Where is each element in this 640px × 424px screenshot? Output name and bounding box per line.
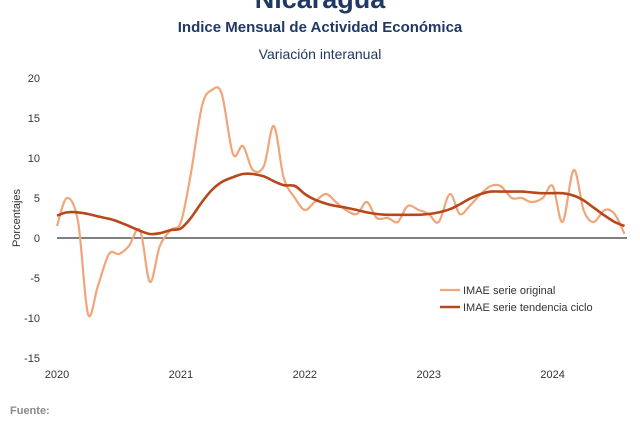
x-axis-ticks: 2020 2021 2022 2023 2024 — [45, 369, 565, 381]
y-tick-label: -10 — [24, 313, 40, 325]
y-axis-ticks: -15 -10 -5 0 5 10 15 20 — [24, 73, 40, 365]
chart-subtitle-variation: Variación interanual — [258, 46, 382, 62]
y-tick-label: 0 — [34, 233, 40, 245]
legend: IMAE serie original IMAE serie tendencia … — [440, 285, 593, 314]
y-tick-label: 10 — [28, 153, 40, 165]
series-lines — [55, 86, 626, 318]
y-tick-label: 20 — [28, 73, 40, 85]
y-tick-label: -15 — [24, 353, 40, 365]
series-line-original — [55, 86, 626, 318]
x-tick-label: 2020 — [45, 369, 69, 381]
x-tick-label: 2024 — [540, 369, 564, 381]
chart-title: Nicaragua — [0, 0, 640, 13]
x-tick-label: 2022 — [293, 369, 317, 381]
y-tick-label: -5 — [30, 273, 40, 285]
legend-label: IMAE serie original — [463, 285, 555, 297]
x-tick-label: 2023 — [416, 369, 440, 381]
y-tick-label: 15 — [28, 113, 40, 125]
source-label: Fuente: — [10, 405, 50, 417]
x-tick-label: 2021 — [169, 369, 193, 381]
legend-label: IMAE serie tendencia ciclo — [463, 302, 593, 314]
y-axis-label: Porcentajes — [11, 188, 23, 247]
series-line-tendencia — [56, 172, 626, 236]
chart-subtitle: Indice Mensual de Actividad Económica — [177, 19, 463, 36]
y-tick-label: 5 — [34, 193, 40, 205]
